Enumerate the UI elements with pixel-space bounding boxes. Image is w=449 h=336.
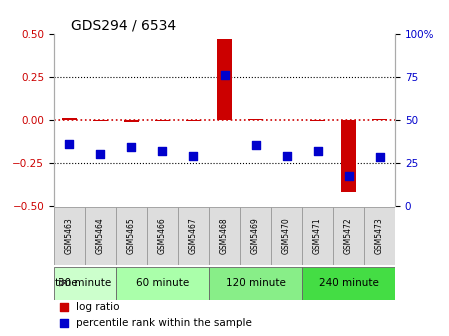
Text: 120 minute: 120 minute: [225, 278, 286, 288]
Bar: [279, 120, 294, 121]
Bar: [302, 266, 395, 300]
Text: GDS294 / 6534: GDS294 / 6534: [71, 18, 176, 33]
Point: [128, 144, 135, 150]
Point: [252, 143, 259, 148]
Text: 60 minute: 60 minute: [136, 278, 189, 288]
Bar: [123, 120, 139, 122]
Bar: [341, 120, 357, 192]
Point: [61, 304, 68, 310]
Bar: [334, 207, 364, 265]
Bar: [116, 266, 209, 300]
Bar: [155, 120, 170, 121]
Text: GSM5464: GSM5464: [96, 217, 105, 254]
Text: GSM5470: GSM5470: [282, 217, 291, 254]
Point: [283, 153, 290, 159]
Text: GSM5469: GSM5469: [251, 217, 260, 254]
Point: [66, 141, 73, 146]
Point: [221, 72, 228, 78]
Bar: [54, 266, 116, 300]
Bar: [209, 207, 240, 265]
Bar: [240, 207, 271, 265]
Bar: [310, 120, 326, 121]
Text: GSM5467: GSM5467: [189, 217, 198, 254]
Bar: [217, 39, 232, 120]
Bar: [54, 207, 84, 265]
Text: GSM5472: GSM5472: [344, 217, 353, 254]
Bar: [209, 266, 302, 300]
Point: [159, 148, 166, 153]
Text: 240 minute: 240 minute: [319, 278, 379, 288]
Bar: [116, 207, 147, 265]
Point: [314, 148, 321, 153]
Point: [345, 174, 352, 179]
Text: GSM5463: GSM5463: [65, 217, 74, 254]
Text: GSM5468: GSM5468: [220, 217, 229, 254]
Text: GSM5473: GSM5473: [375, 217, 384, 254]
Point: [97, 151, 104, 157]
Bar: [372, 119, 387, 120]
Bar: [92, 120, 108, 121]
Text: GSM5466: GSM5466: [158, 217, 167, 254]
Bar: [302, 207, 333, 265]
Point: [190, 153, 197, 159]
Bar: [178, 207, 209, 265]
Text: log ratio: log ratio: [76, 302, 119, 312]
Bar: [85, 207, 115, 265]
Text: percentile rank within the sample: percentile rank within the sample: [76, 319, 252, 328]
Point: [376, 155, 383, 160]
Point: [61, 321, 68, 326]
Bar: [271, 207, 302, 265]
Text: GSM5465: GSM5465: [127, 217, 136, 254]
Text: time: time: [54, 278, 78, 288]
Bar: [186, 120, 201, 121]
Bar: [248, 119, 263, 120]
Bar: [62, 118, 77, 120]
Bar: [147, 207, 178, 265]
Text: 30 minute: 30 minute: [58, 278, 111, 288]
Text: GSM5471: GSM5471: [313, 217, 322, 254]
Bar: [365, 207, 395, 265]
